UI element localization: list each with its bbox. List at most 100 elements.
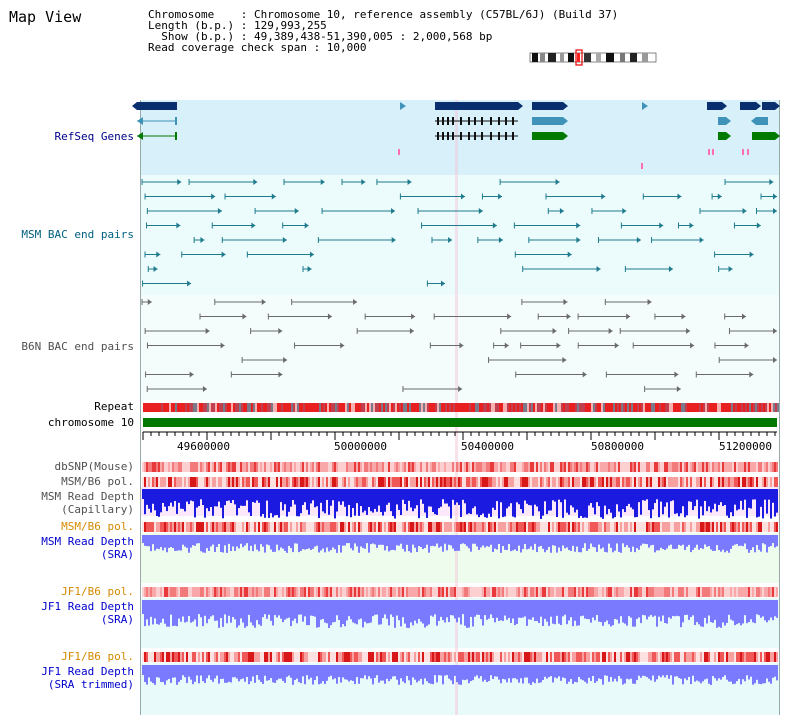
track-label-b6n-bac[interactable]: B6N BAC end pairs bbox=[21, 340, 134, 353]
bac-pair-end bbox=[749, 371, 754, 378]
heat-segment bbox=[556, 477, 558, 487]
depth-bar bbox=[744, 489, 746, 500]
heat-segment bbox=[514, 587, 516, 597]
heat-segment bbox=[290, 587, 292, 597]
heat-segment bbox=[328, 587, 330, 597]
depth-bar bbox=[300, 665, 302, 684]
depth-bar bbox=[620, 489, 622, 518]
heat-segment bbox=[204, 522, 206, 532]
depth-bar bbox=[732, 665, 734, 685]
heat-segment bbox=[744, 477, 746, 487]
depth-bar bbox=[634, 489, 636, 518]
heat-segment bbox=[332, 462, 334, 472]
depth-bar bbox=[764, 489, 766, 500]
heat-segment bbox=[486, 587, 488, 597]
repeat-segment bbox=[525, 403, 527, 412]
heat-segment bbox=[306, 587, 308, 597]
bac-pair-end bbox=[153, 266, 158, 272]
heat-segment bbox=[692, 652, 694, 662]
depth-bar bbox=[468, 600, 470, 628]
heat-segment bbox=[380, 522, 382, 532]
repeat-segment bbox=[503, 403, 505, 412]
depth-bar bbox=[320, 665, 322, 684]
bac-pair-end bbox=[283, 357, 288, 363]
depth-bar bbox=[286, 489, 288, 517]
depth-bar bbox=[502, 600, 504, 621]
depth-bar bbox=[332, 489, 334, 501]
heat-segment bbox=[194, 462, 196, 472]
depth-bar bbox=[188, 600, 190, 616]
depth-bar bbox=[412, 600, 414, 626]
heat-segment bbox=[184, 652, 186, 662]
heat-segment bbox=[670, 462, 672, 472]
heat-segment bbox=[148, 462, 150, 472]
depth-bar bbox=[382, 489, 384, 516]
depth-bar bbox=[548, 600, 550, 626]
heat-segment bbox=[234, 587, 236, 597]
repeat-segment bbox=[399, 403, 401, 412]
heat-segment bbox=[490, 477, 492, 487]
heat-segment bbox=[728, 652, 730, 662]
heat-segment bbox=[416, 652, 418, 662]
heat-segment bbox=[232, 462, 234, 472]
depth-bar bbox=[584, 535, 586, 544]
depth-bar bbox=[378, 600, 380, 625]
repeat-segment bbox=[759, 403, 761, 412]
heat-segment bbox=[428, 652, 430, 662]
depth-bar bbox=[432, 665, 434, 685]
depth-bar bbox=[580, 535, 582, 553]
heat-segment bbox=[526, 522, 528, 532]
repeat-segment bbox=[325, 403, 327, 412]
depth-bar bbox=[210, 665, 212, 680]
depth-bar bbox=[154, 600, 156, 619]
depth-bar bbox=[166, 665, 168, 681]
heat-segment bbox=[208, 522, 210, 532]
depth-bar bbox=[746, 665, 748, 676]
repeat-segment bbox=[449, 403, 451, 412]
depth-bar bbox=[220, 489, 222, 508]
depth-bar bbox=[204, 600, 206, 616]
heat-segment bbox=[304, 522, 306, 532]
repeat-segment bbox=[523, 403, 525, 412]
heat-segment bbox=[370, 477, 372, 487]
heat-segment bbox=[202, 587, 204, 597]
repeat-segment bbox=[671, 403, 673, 412]
heat-segment bbox=[412, 522, 414, 532]
depth-bar bbox=[738, 489, 740, 510]
depth-bar bbox=[736, 489, 738, 511]
depth-bar bbox=[338, 600, 340, 621]
depth-bar bbox=[206, 535, 208, 549]
heat-segment bbox=[292, 462, 294, 472]
depth-bar bbox=[554, 535, 556, 546]
heat-segment bbox=[274, 477, 276, 487]
heat-segment bbox=[262, 522, 264, 532]
depth-bar bbox=[212, 600, 214, 616]
heat-segment bbox=[300, 522, 302, 532]
depth-bar bbox=[636, 535, 638, 549]
heat-segment bbox=[434, 477, 436, 487]
heat-segment bbox=[210, 477, 212, 487]
heat-segment bbox=[200, 462, 202, 472]
heat-segment bbox=[148, 652, 150, 662]
track-label-msm-bac[interactable]: MSM BAC end pairs bbox=[21, 228, 134, 241]
repeat-segment bbox=[567, 403, 569, 412]
heat-segment bbox=[390, 522, 392, 532]
depth-bar bbox=[338, 665, 340, 678]
heat-segment bbox=[176, 587, 178, 597]
depth-bar bbox=[662, 489, 664, 515]
depth-bar bbox=[516, 489, 518, 503]
depth-bar bbox=[320, 489, 322, 503]
heat-segment bbox=[514, 652, 516, 662]
heat-segment bbox=[726, 522, 728, 532]
depth-bar bbox=[632, 600, 634, 627]
repeat-segment bbox=[751, 403, 753, 412]
depth-bar bbox=[664, 600, 666, 624]
repeat-segment bbox=[157, 403, 159, 412]
depth-bar bbox=[562, 600, 564, 617]
heat-segment bbox=[608, 587, 610, 597]
heat-segment bbox=[216, 587, 218, 597]
track-label-refseq[interactable]: RefSeq Genes bbox=[54, 130, 134, 143]
heat-segment bbox=[712, 462, 714, 472]
heat-segment bbox=[398, 477, 400, 487]
